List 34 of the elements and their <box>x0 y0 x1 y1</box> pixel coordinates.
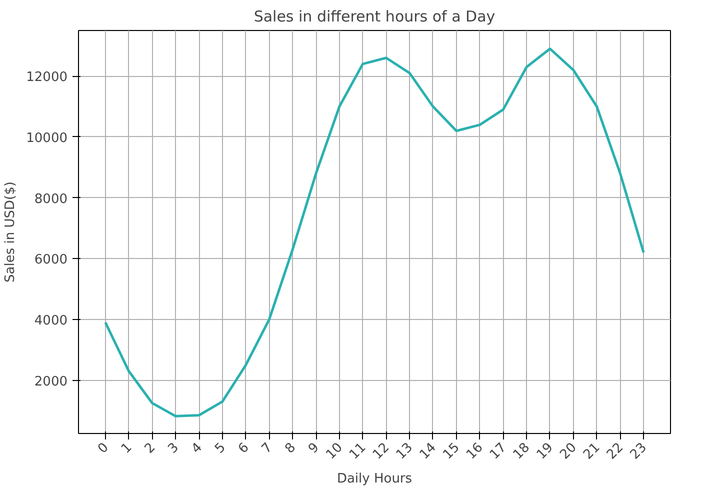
x-tick-label: 9 <box>306 440 322 457</box>
x-tick-label: 4 <box>188 440 206 457</box>
x-tick-label: 11 <box>346 440 370 463</box>
x-tick-label: 3 <box>166 440 182 457</box>
chart-title: Sales in different hours of a Day <box>254 8 496 26</box>
x-tick-label: 15 <box>440 440 463 463</box>
x-tick-label: 7 <box>259 440 276 457</box>
x-tick-label: 16 <box>464 440 486 463</box>
x-tick-label: 13 <box>394 440 416 463</box>
x-tick-label: 21 <box>580 440 604 463</box>
x-tick-label: 0 <box>95 440 112 457</box>
x-tick-label: 19 <box>534 440 556 463</box>
y-tick-label: 2000 <box>34 374 68 390</box>
x-tick-label: 18 <box>510 440 533 463</box>
x-tick-label: 1 <box>118 440 136 457</box>
y-tick-label: 8000 <box>34 192 68 207</box>
x-tick-label: 20 <box>557 440 580 463</box>
x-tick-label: 14 <box>417 440 440 463</box>
x-tick-label: 5 <box>212 440 229 457</box>
x-tick-label: 2 <box>142 440 159 457</box>
y-tick-label: 6000 <box>34 252 68 268</box>
x-axis-title: Daily Hours <box>336 471 412 486</box>
line-series <box>104 48 645 418</box>
x-tick-label: 23 <box>628 440 650 463</box>
y-tick-label: 12000 <box>26 70 68 86</box>
x-tick-label: 17 <box>487 440 510 463</box>
y-axis-title: Sales in USD($) <box>3 182 18 282</box>
x-tick-label: 8 <box>282 440 299 457</box>
y-tick-label: 10000 <box>26 130 68 146</box>
x-tick-label: 12 <box>370 440 393 463</box>
x-tick-label: 22 <box>604 440 627 463</box>
y-tick-label: 4000 <box>34 313 68 328</box>
x-tick-label: 6 <box>236 440 252 457</box>
x-tick-label: 10 <box>323 440 346 463</box>
